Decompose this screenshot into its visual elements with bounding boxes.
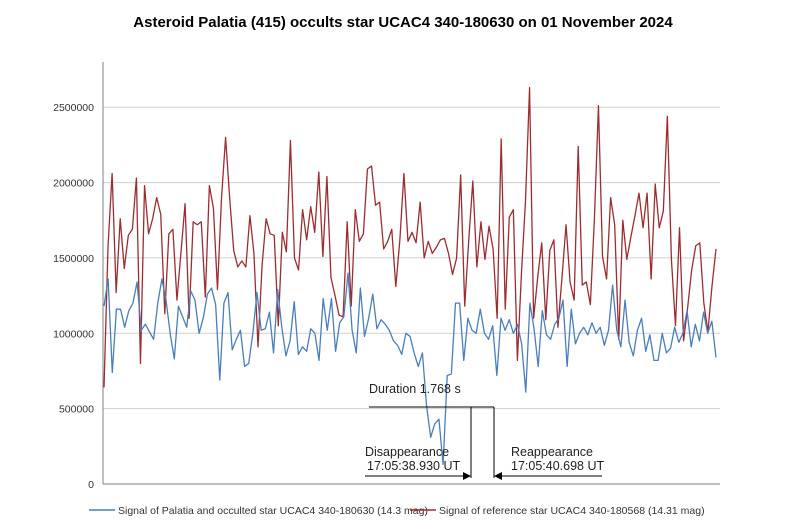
reappearance-arrowhead — [494, 472, 502, 480]
legend: Signal of Palatia and occulted star UCAC… — [89, 505, 705, 517]
y-tick-label: 2500000 — [53, 102, 94, 114]
reappearance-label: Reappearance — [511, 445, 593, 459]
duration-label: Duration 1.768 s — [369, 382, 461, 396]
disappearance-arrowhead — [463, 472, 471, 480]
y-tick-label: 0 — [88, 479, 94, 491]
legend-label-occulted: Signal of Palatia and occulted star UCAC… — [118, 505, 428, 517]
reappearance-time: 17:05:40.698 UT — [511, 459, 604, 473]
y-axis-ticks: 0 500000 1000000 1500000 2000000 2500000 — [53, 102, 94, 491]
y-tick-label: 500000 — [59, 404, 94, 416]
series-line-occulted-star — [103, 272, 717, 466]
y-tick-label: 1000000 — [53, 328, 94, 340]
disappearance-label: Disappearance — [365, 445, 449, 459]
series-layer — [103, 86, 717, 466]
series-line-reference-star — [103, 86, 717, 388]
y-tick-label: 1500000 — [53, 253, 94, 265]
chart-title: Asteroid Palatia (415) occults star UCAC… — [133, 14, 673, 31]
y-tick-label: 2000000 — [53, 178, 94, 190]
disappearance-time: 17:05:38.930 UT — [367, 459, 460, 473]
legend-label-reference: Signal of reference star UCAC4 340-18056… — [439, 505, 705, 517]
